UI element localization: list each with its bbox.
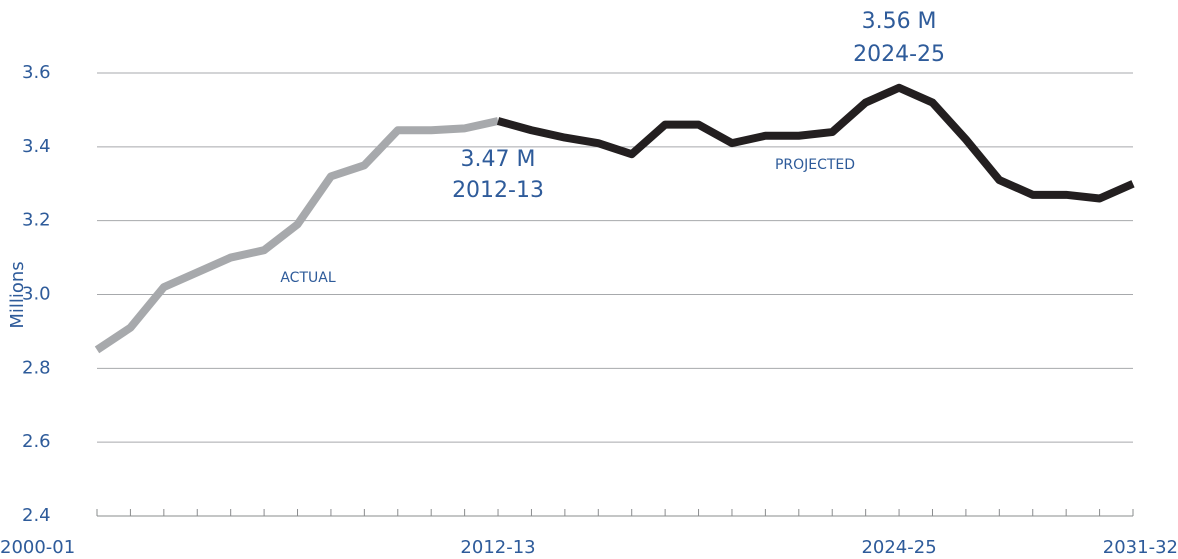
series-line <box>94 117 499 354</box>
y-axis-label: Millions <box>7 261 28 328</box>
y-tick-label: 3.4 <box>22 136 51 157</box>
y-tick-label: 2.8 <box>22 357 51 378</box>
y-tick-label: 3.2 <box>22 210 51 231</box>
series-label: PROJECTED <box>775 157 855 173</box>
x-tick-label: 2012-13 <box>460 537 535 558</box>
y-tick-label: 3.6 <box>22 62 51 83</box>
y-tick-label: 2.6 <box>22 431 51 452</box>
x-tick-label: 2031-32 <box>1103 537 1178 558</box>
y-tick-label: 2.4 <box>22 505 51 526</box>
value-label-category: 2024-25 <box>853 42 945 67</box>
x-tick-label: 2000-01 <box>0 537 75 558</box>
y-tick-label: 3.0 <box>22 284 51 305</box>
value-label: 3.47 M <box>461 147 536 172</box>
series-line <box>496 83 1135 203</box>
series-label: ACTUAL <box>280 270 335 286</box>
x-tick-label: 2024-25 <box>861 537 936 558</box>
value-label-category: 2012-13 <box>452 178 544 203</box>
value-label: 3.56 M <box>862 9 937 34</box>
